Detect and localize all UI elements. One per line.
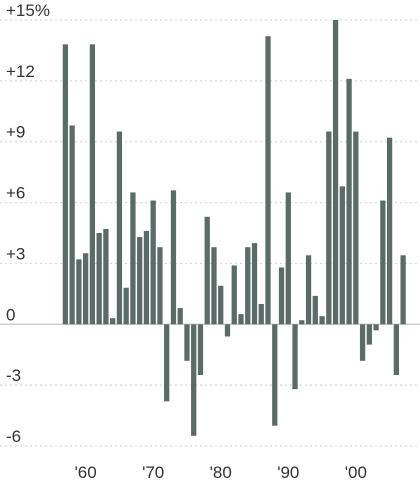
bar-1986 bbox=[258, 304, 264, 325]
bar-1996 bbox=[326, 131, 332, 325]
bar-1997 bbox=[332, 20, 339, 325]
y-tick-label: -6 bbox=[6, 427, 21, 446]
x-tick-label: '90 bbox=[277, 463, 299, 482]
bar-1994 bbox=[312, 295, 318, 325]
bar-2004 bbox=[380, 200, 386, 325]
bar-1993 bbox=[305, 255, 312, 325]
bar-2000 bbox=[353, 131, 359, 325]
bar-1976 bbox=[191, 324, 197, 436]
bar-1975 bbox=[184, 324, 190, 361]
bar-1992 bbox=[299, 320, 305, 325]
bar-2007 bbox=[400, 255, 406, 325]
bar-1978 bbox=[204, 216, 210, 325]
bar-2002 bbox=[366, 324, 372, 345]
x-tick-label: '60 bbox=[75, 463, 97, 482]
bar-1969 bbox=[143, 230, 150, 325]
bar-1990 bbox=[285, 192, 291, 325]
bar-2005 bbox=[386, 137, 393, 325]
x-tick-label: '70 bbox=[142, 463, 164, 482]
bar-1966 bbox=[123, 287, 129, 325]
bar-1980 bbox=[218, 285, 224, 325]
bar-1968 bbox=[137, 237, 143, 325]
y-tick-label: 0 bbox=[6, 305, 15, 324]
bar-1964 bbox=[110, 318, 116, 325]
bar-1959 bbox=[76, 259, 82, 325]
bar-2006 bbox=[393, 324, 399, 375]
bar-1983 bbox=[238, 314, 244, 325]
bar-1989 bbox=[278, 267, 285, 325]
y-axis-tick-labels: +15% +12 +9 +6 +3 0 -3 -6 bbox=[6, 1, 50, 446]
bar-2001 bbox=[359, 324, 366, 361]
bar-1988 bbox=[272, 324, 278, 426]
bar-1973 bbox=[170, 190, 177, 325]
y-tick-label: +6 bbox=[6, 184, 25, 203]
y-tick-label: +12 bbox=[6, 62, 35, 81]
bar-1957 bbox=[62, 44, 69, 325]
x-axis-tick-labels: '60 '70 '80 '90 '00 bbox=[75, 463, 367, 482]
bar-1984 bbox=[245, 247, 251, 325]
y-tick-label: -3 bbox=[6, 366, 21, 385]
bar-1961 bbox=[89, 44, 96, 325]
y-tick-label: +3 bbox=[6, 244, 25, 263]
y-tick-label: +15% bbox=[6, 1, 50, 20]
bar-1998 bbox=[339, 186, 345, 325]
x-tick-label: '80 bbox=[210, 463, 232, 482]
bar-1982 bbox=[231, 265, 237, 325]
bar-1972 bbox=[164, 324, 170, 402]
bar-2003 bbox=[373, 324, 379, 331]
bar-1958 bbox=[69, 125, 75, 325]
bar-1967 bbox=[130, 192, 136, 325]
y-tick-label: +9 bbox=[6, 123, 25, 142]
bar-1979 bbox=[211, 247, 217, 325]
bar-1971 bbox=[157, 247, 163, 325]
bar-1965 bbox=[116, 131, 123, 325]
bars bbox=[62, 20, 406, 436]
x-tick-label: '00 bbox=[345, 463, 367, 482]
bar-1999 bbox=[346, 78, 352, 325]
bar-1963 bbox=[103, 228, 109, 325]
bar-1962 bbox=[96, 233, 102, 325]
bar-1991 bbox=[292, 324, 298, 390]
bar-1995 bbox=[319, 316, 325, 325]
bar-1981 bbox=[224, 324, 231, 337]
bar-1960 bbox=[83, 253, 89, 325]
bar-1987 bbox=[265, 36, 271, 325]
bar-1974 bbox=[177, 308, 183, 325]
bar-1970 bbox=[150, 200, 156, 325]
bar-1977 bbox=[197, 324, 204, 375]
bar-1985 bbox=[251, 243, 258, 325]
